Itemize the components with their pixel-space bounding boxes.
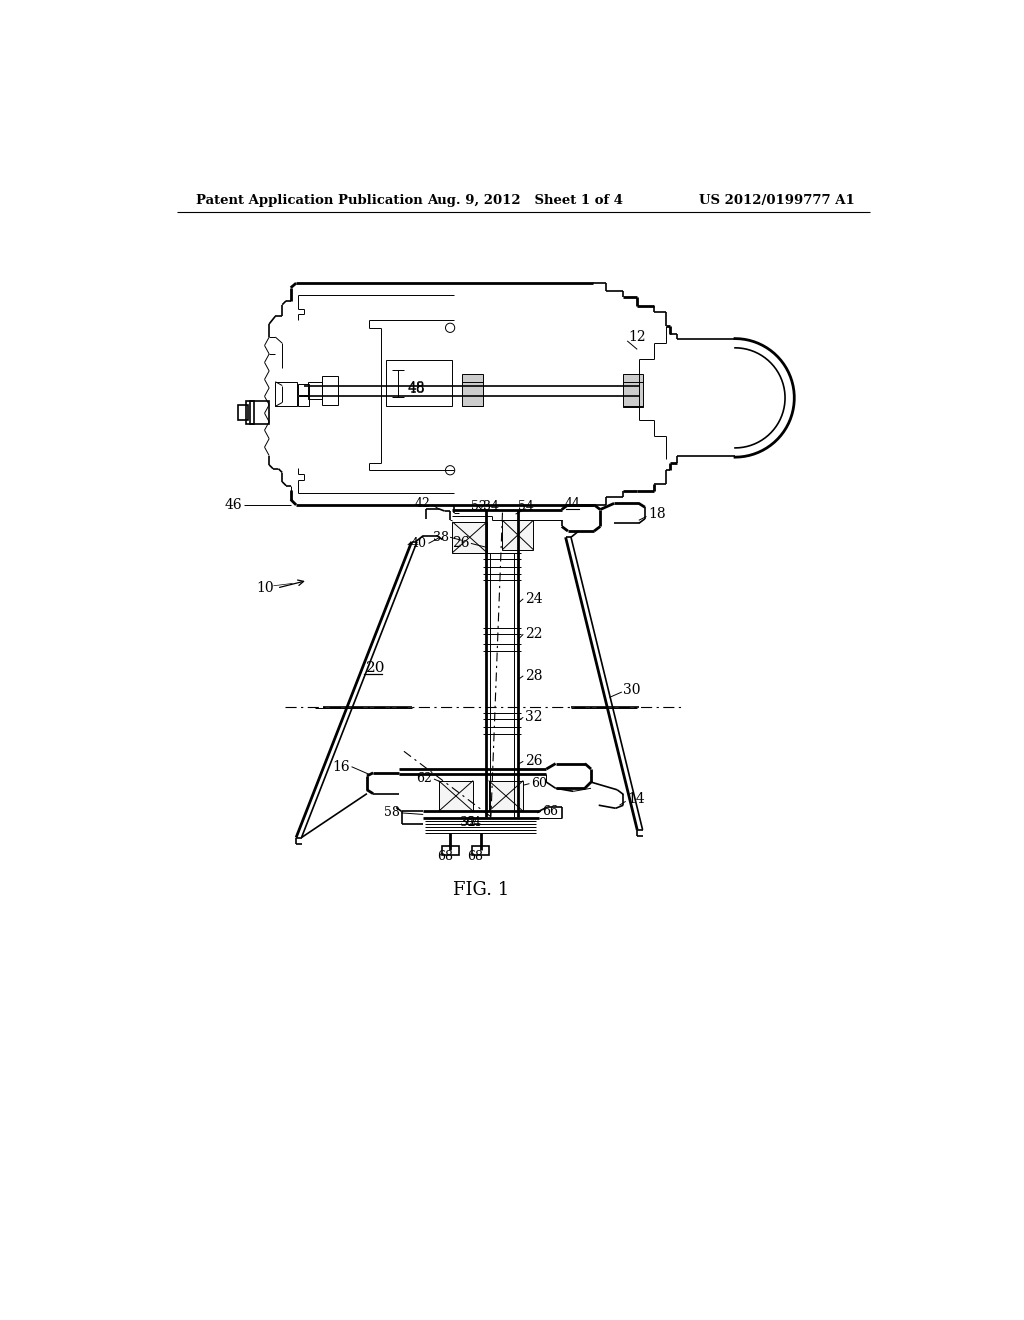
Text: 26: 26 (452, 536, 469, 550)
Bar (239, 405, 248, 420)
Bar (462, 374, 483, 407)
Text: Aug. 9, 2012   Sheet 1 of 4: Aug. 9, 2012 Sheet 1 of 4 (427, 194, 623, 207)
Text: 20: 20 (367, 661, 386, 675)
Bar (438, 780, 473, 812)
Text: 16: 16 (333, 760, 350, 774)
Text: 44: 44 (564, 496, 581, 510)
Text: Patent Application Publication: Patent Application Publication (196, 194, 423, 207)
Bar (322, 376, 339, 405)
Text: 66: 66 (543, 805, 558, 818)
Text: 52: 52 (471, 500, 486, 513)
Bar (250, 401, 269, 424)
Bar (246, 401, 254, 424)
Text: 40: 40 (411, 537, 427, 550)
Text: 30: 30 (624, 682, 641, 697)
Text: 68: 68 (436, 850, 453, 863)
Text: 18: 18 (648, 507, 666, 521)
Text: 22: 22 (524, 627, 543, 642)
Bar (453, 521, 487, 553)
Text: 46: 46 (224, 498, 243, 512)
Text: 54: 54 (518, 500, 534, 513)
Text: 42: 42 (415, 496, 431, 510)
Text: 38: 38 (432, 531, 449, 544)
Text: 68: 68 (468, 850, 483, 863)
Text: 10: 10 (256, 581, 273, 595)
Text: 24: 24 (524, 591, 543, 606)
Text: 34: 34 (483, 500, 499, 513)
Bar (307, 381, 322, 399)
Bar (441, 846, 459, 855)
Text: 48: 48 (408, 383, 425, 396)
Bar (298, 396, 309, 407)
Bar (472, 846, 489, 855)
Text: 12: 12 (629, 330, 646, 345)
Text: 14: 14 (628, 792, 645, 807)
Text: 32: 32 (524, 710, 543, 725)
Text: 32: 32 (460, 816, 476, 829)
Text: 64: 64 (465, 816, 481, 829)
Text: 60: 60 (531, 777, 547, 791)
Text: 48: 48 (408, 381, 425, 395)
Text: US 2012/0199777 A1: US 2012/0199777 A1 (698, 194, 854, 207)
Bar (275, 381, 297, 407)
Text: 58: 58 (384, 807, 400, 820)
Bar (488, 780, 523, 812)
Bar (503, 520, 534, 549)
Text: 28: 28 (524, 669, 543, 682)
Bar (298, 384, 309, 395)
Text: FIG. 1: FIG. 1 (453, 880, 509, 899)
Text: 26: 26 (524, 754, 543, 768)
Text: 62: 62 (417, 772, 432, 785)
Bar (624, 374, 643, 407)
Bar (386, 360, 452, 407)
